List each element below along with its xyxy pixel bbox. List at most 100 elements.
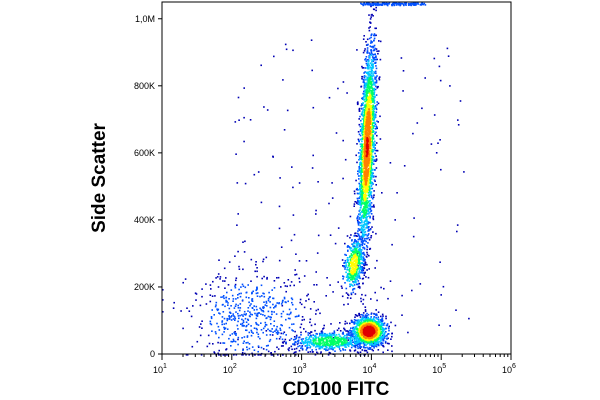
event-dot [363, 182, 366, 184]
event-dot [370, 54, 373, 56]
event-dot [370, 33, 373, 35]
event-dot [359, 277, 361, 280]
event-dot [369, 155, 372, 158]
event-dot [363, 341, 366, 343]
event-dot [208, 342, 211, 345]
event-dot [407, 4, 410, 6]
event-dot [416, 122, 419, 124]
event-dot [368, 73, 371, 76]
event-dot [309, 308, 312, 310]
event-dot [364, 199, 366, 202]
event-dot [361, 224, 363, 227]
event-dot [372, 74, 375, 77]
event-dot [363, 148, 366, 150]
event-dot [215, 277, 217, 279]
event-dot [376, 343, 379, 346]
event-dot [317, 308, 319, 311]
event-dot [372, 197, 374, 200]
event-dot [348, 341, 350, 344]
event-dot [367, 208, 370, 211]
event-dot [375, 317, 377, 319]
event-dot [366, 263, 368, 266]
event-dot [361, 123, 364, 125]
event-dot [359, 143, 362, 145]
event-dot [372, 150, 374, 153]
event-dot [373, 319, 376, 321]
event-dot [351, 320, 353, 322]
event-dot [337, 87, 339, 90]
event-dot [372, 73, 374, 75]
event-dot [310, 342, 313, 344]
event-dot [358, 249, 360, 252]
event-dot [349, 339, 352, 341]
event-dot [359, 192, 361, 194]
event-dot [370, 173, 373, 175]
event-dot [288, 347, 291, 349]
event-dot [357, 352, 360, 354]
event-dot [281, 338, 284, 341]
event-dot [285, 290, 287, 293]
event-dot [349, 256, 351, 258]
event-dot [363, 136, 365, 139]
event-dot [366, 197, 369, 200]
event-dot [415, 2, 417, 4]
event-dot [342, 349, 345, 351]
event-dot [272, 331, 274, 333]
event-dot [354, 314, 357, 316]
event-dot [238, 265, 240, 268]
event-dot [357, 215, 359, 217]
event-dot [372, 344, 375, 346]
event-dot [360, 320, 363, 322]
event-dot [315, 209, 317, 212]
event-dot [255, 323, 258, 325]
event-dot [361, 244, 364, 246]
event-dot [243, 116, 245, 119]
event-dot [359, 213, 361, 216]
event-dot [347, 331, 350, 333]
event-dot [326, 277, 328, 279]
event-dot [375, 344, 377, 346]
event-dot [297, 340, 300, 342]
event-dot [364, 3, 366, 6]
event-dot [367, 97, 369, 99]
event-dot [256, 308, 258, 311]
event-dot [353, 328, 356, 331]
event-dot [310, 39, 313, 41]
event-dot [353, 240, 356, 243]
event-dot [364, 58, 366, 61]
event-dot [419, 3, 422, 6]
event-dot [391, 345, 393, 347]
event-dot [356, 342, 358, 344]
event-dot [332, 334, 335, 336]
event-dot [302, 343, 305, 345]
event-dot [354, 349, 357, 351]
event-dot [282, 310, 285, 313]
event-dot [365, 167, 368, 169]
event-dot [228, 307, 231, 310]
event-dot [375, 321, 377, 323]
event-dot [362, 209, 364, 211]
event-dot [361, 179, 364, 181]
event-dot [320, 330, 323, 333]
event-dot [351, 278, 353, 280]
event-dot [369, 202, 371, 205]
event-dot [356, 257, 358, 260]
event-dot [228, 298, 230, 300]
event-dot [372, 97, 374, 100]
event-dot [214, 295, 216, 297]
event-dot [356, 274, 358, 277]
event-dot [372, 204, 375, 206]
event-dot [350, 256, 353, 259]
event-dot [371, 65, 374, 68]
event-dot [358, 213, 360, 215]
event-dot [355, 319, 357, 322]
event-dot [307, 339, 309, 341]
event-dot [372, 2, 375, 4]
event-dot [370, 235, 373, 237]
event-dot [332, 291, 334, 293]
event-dot [355, 241, 358, 243]
event-dot [357, 228, 360, 230]
event-dot [350, 262, 352, 265]
event-dot [369, 348, 371, 350]
event-dot [365, 208, 367, 210]
